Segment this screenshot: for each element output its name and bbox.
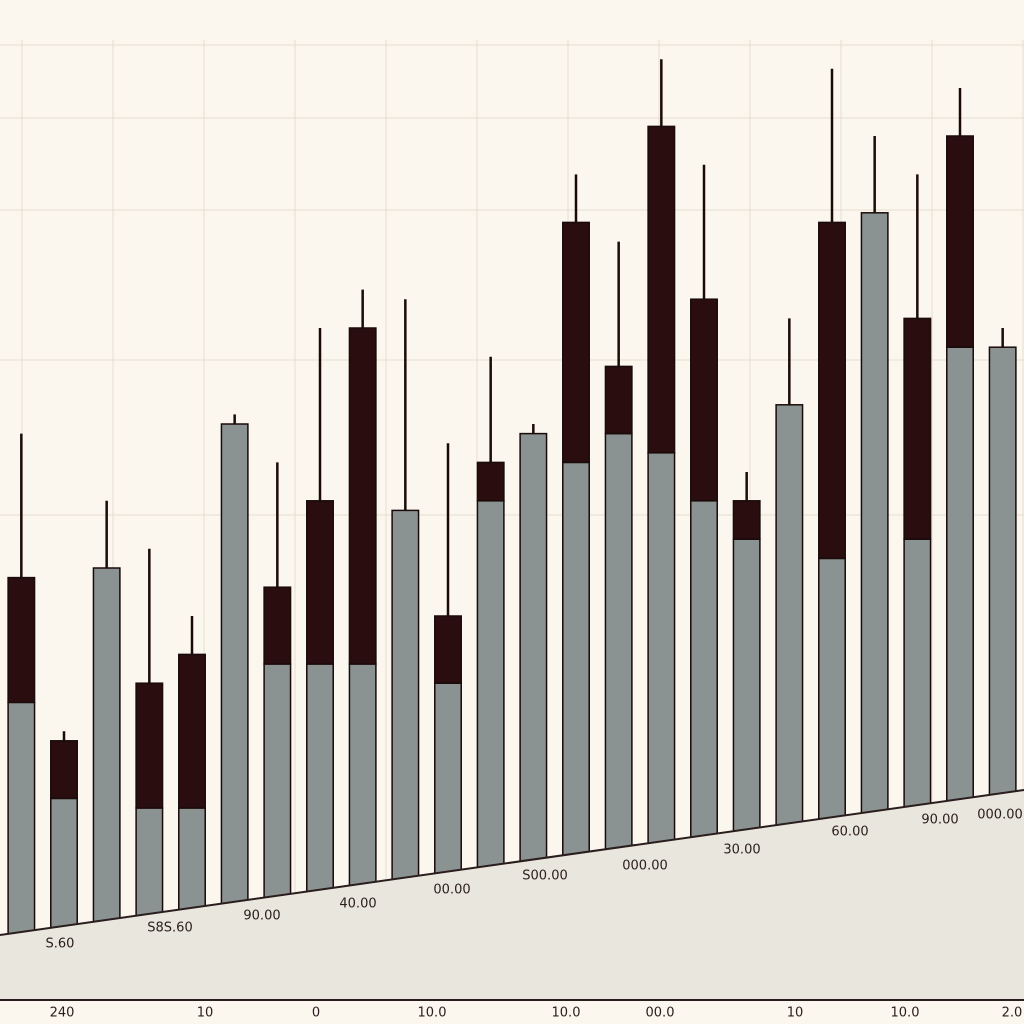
bar-segment xyxy=(690,298,718,502)
annotation: 40.00 xyxy=(339,897,376,912)
x-label: 00.0 xyxy=(646,1006,675,1021)
x-label: 10.0 xyxy=(891,1006,920,1021)
x-label: 10 xyxy=(787,1006,804,1021)
x-label: 10.0 xyxy=(552,1006,581,1021)
x-label: 0 xyxy=(312,1006,320,1021)
annotation: 90.00 xyxy=(243,909,280,924)
bar-segment xyxy=(7,576,36,704)
bar-segment xyxy=(476,461,505,502)
annotation: 60.00 xyxy=(831,825,868,840)
annotation: 000.00 xyxy=(622,859,668,874)
bar-segment xyxy=(732,500,761,540)
bar-segment xyxy=(263,586,292,665)
bar-segment xyxy=(135,682,164,809)
bar-segment xyxy=(434,615,462,684)
labels: S.60S8S.6090.0040.0000.00S00.00000.0030.… xyxy=(46,808,1023,1021)
bar-segment xyxy=(348,327,377,665)
bar-segment xyxy=(50,740,78,800)
bar-segment xyxy=(178,653,206,809)
annotation: S8S.60 xyxy=(147,921,192,936)
bar-segment xyxy=(647,125,676,454)
x-label: 240 xyxy=(50,1006,75,1021)
x-label: 10.0 xyxy=(418,1006,447,1021)
annotation: S.60 xyxy=(46,937,75,952)
annotation: 00.00 xyxy=(433,883,470,898)
bar-segment xyxy=(306,500,334,665)
annotation: 30.00 xyxy=(723,843,760,858)
annotation: 90.00 xyxy=(921,813,958,828)
bar-segment xyxy=(946,135,974,348)
ground xyxy=(0,790,1024,1000)
bar-segment xyxy=(562,221,590,464)
annotation: 000.00 xyxy=(977,808,1023,823)
x-label: 2.0 xyxy=(1002,1006,1023,1021)
bar-segment xyxy=(604,365,633,435)
baseline xyxy=(0,789,1024,936)
annotation: S00.00 xyxy=(522,869,567,884)
bar-segment xyxy=(903,317,932,540)
x-label: 10 xyxy=(197,1006,214,1021)
bar-segment xyxy=(818,221,846,560)
